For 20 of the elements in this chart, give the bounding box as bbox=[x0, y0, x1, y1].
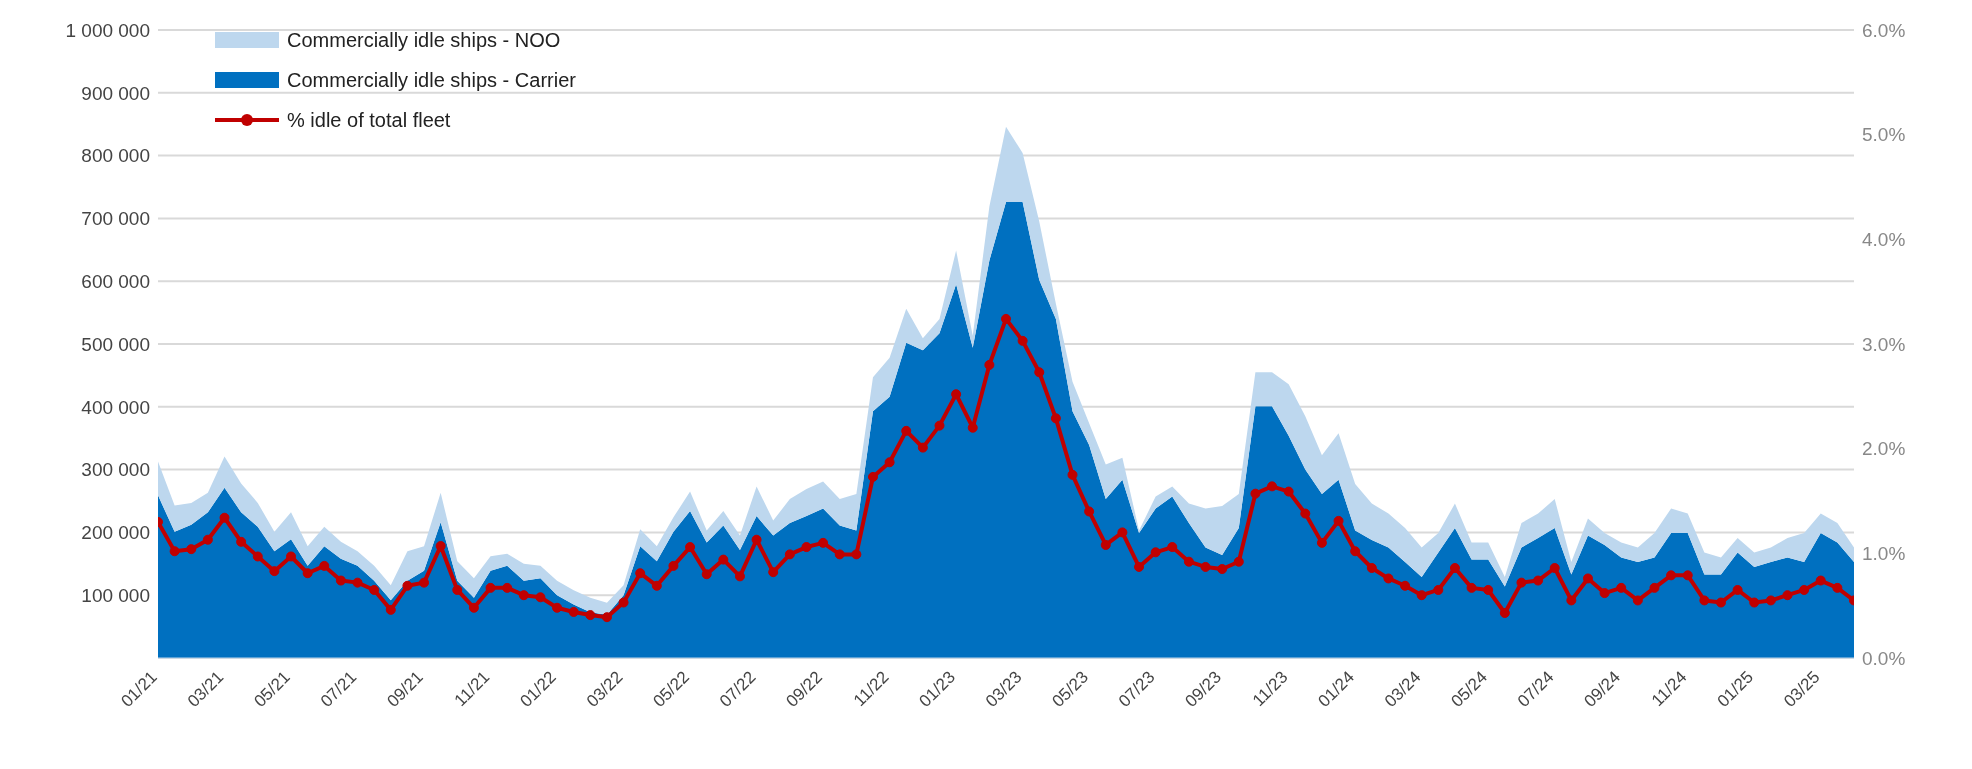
y2-tick-label: 0.0% bbox=[1862, 647, 1906, 669]
y-tick-label: 900 000 bbox=[81, 82, 150, 104]
y2-tick-label: 5.0% bbox=[1862, 124, 1906, 146]
y-tick-label: 200 000 bbox=[81, 522, 150, 544]
y-tick-label: 400 000 bbox=[81, 396, 150, 418]
y-tick-label: 300 000 bbox=[81, 459, 150, 481]
y-tick-label: 800 000 bbox=[81, 145, 150, 167]
y2-tick-label: 6.0% bbox=[1862, 19, 1906, 41]
legend-label: Commercially idle ships - NOO bbox=[287, 28, 561, 52]
y2-tick-label: 2.0% bbox=[1862, 438, 1906, 460]
y2-tick-label: 1.0% bbox=[1862, 543, 1906, 565]
y-tick-label: 500 000 bbox=[81, 333, 150, 355]
legend-label: % idle of total fleet bbox=[287, 108, 451, 132]
y-tick-label: 1 000 000 bbox=[65, 19, 150, 41]
y-tick-label: 100 000 bbox=[81, 584, 150, 606]
y-tick-label: 700 000 bbox=[81, 208, 150, 230]
y2-tick-label: 3.0% bbox=[1862, 333, 1906, 355]
y2-tick-label: 4.0% bbox=[1862, 229, 1906, 251]
legend-label: Commercially idle ships - Carrier bbox=[287, 68, 576, 92]
y-tick-label: 600 000 bbox=[81, 270, 150, 292]
